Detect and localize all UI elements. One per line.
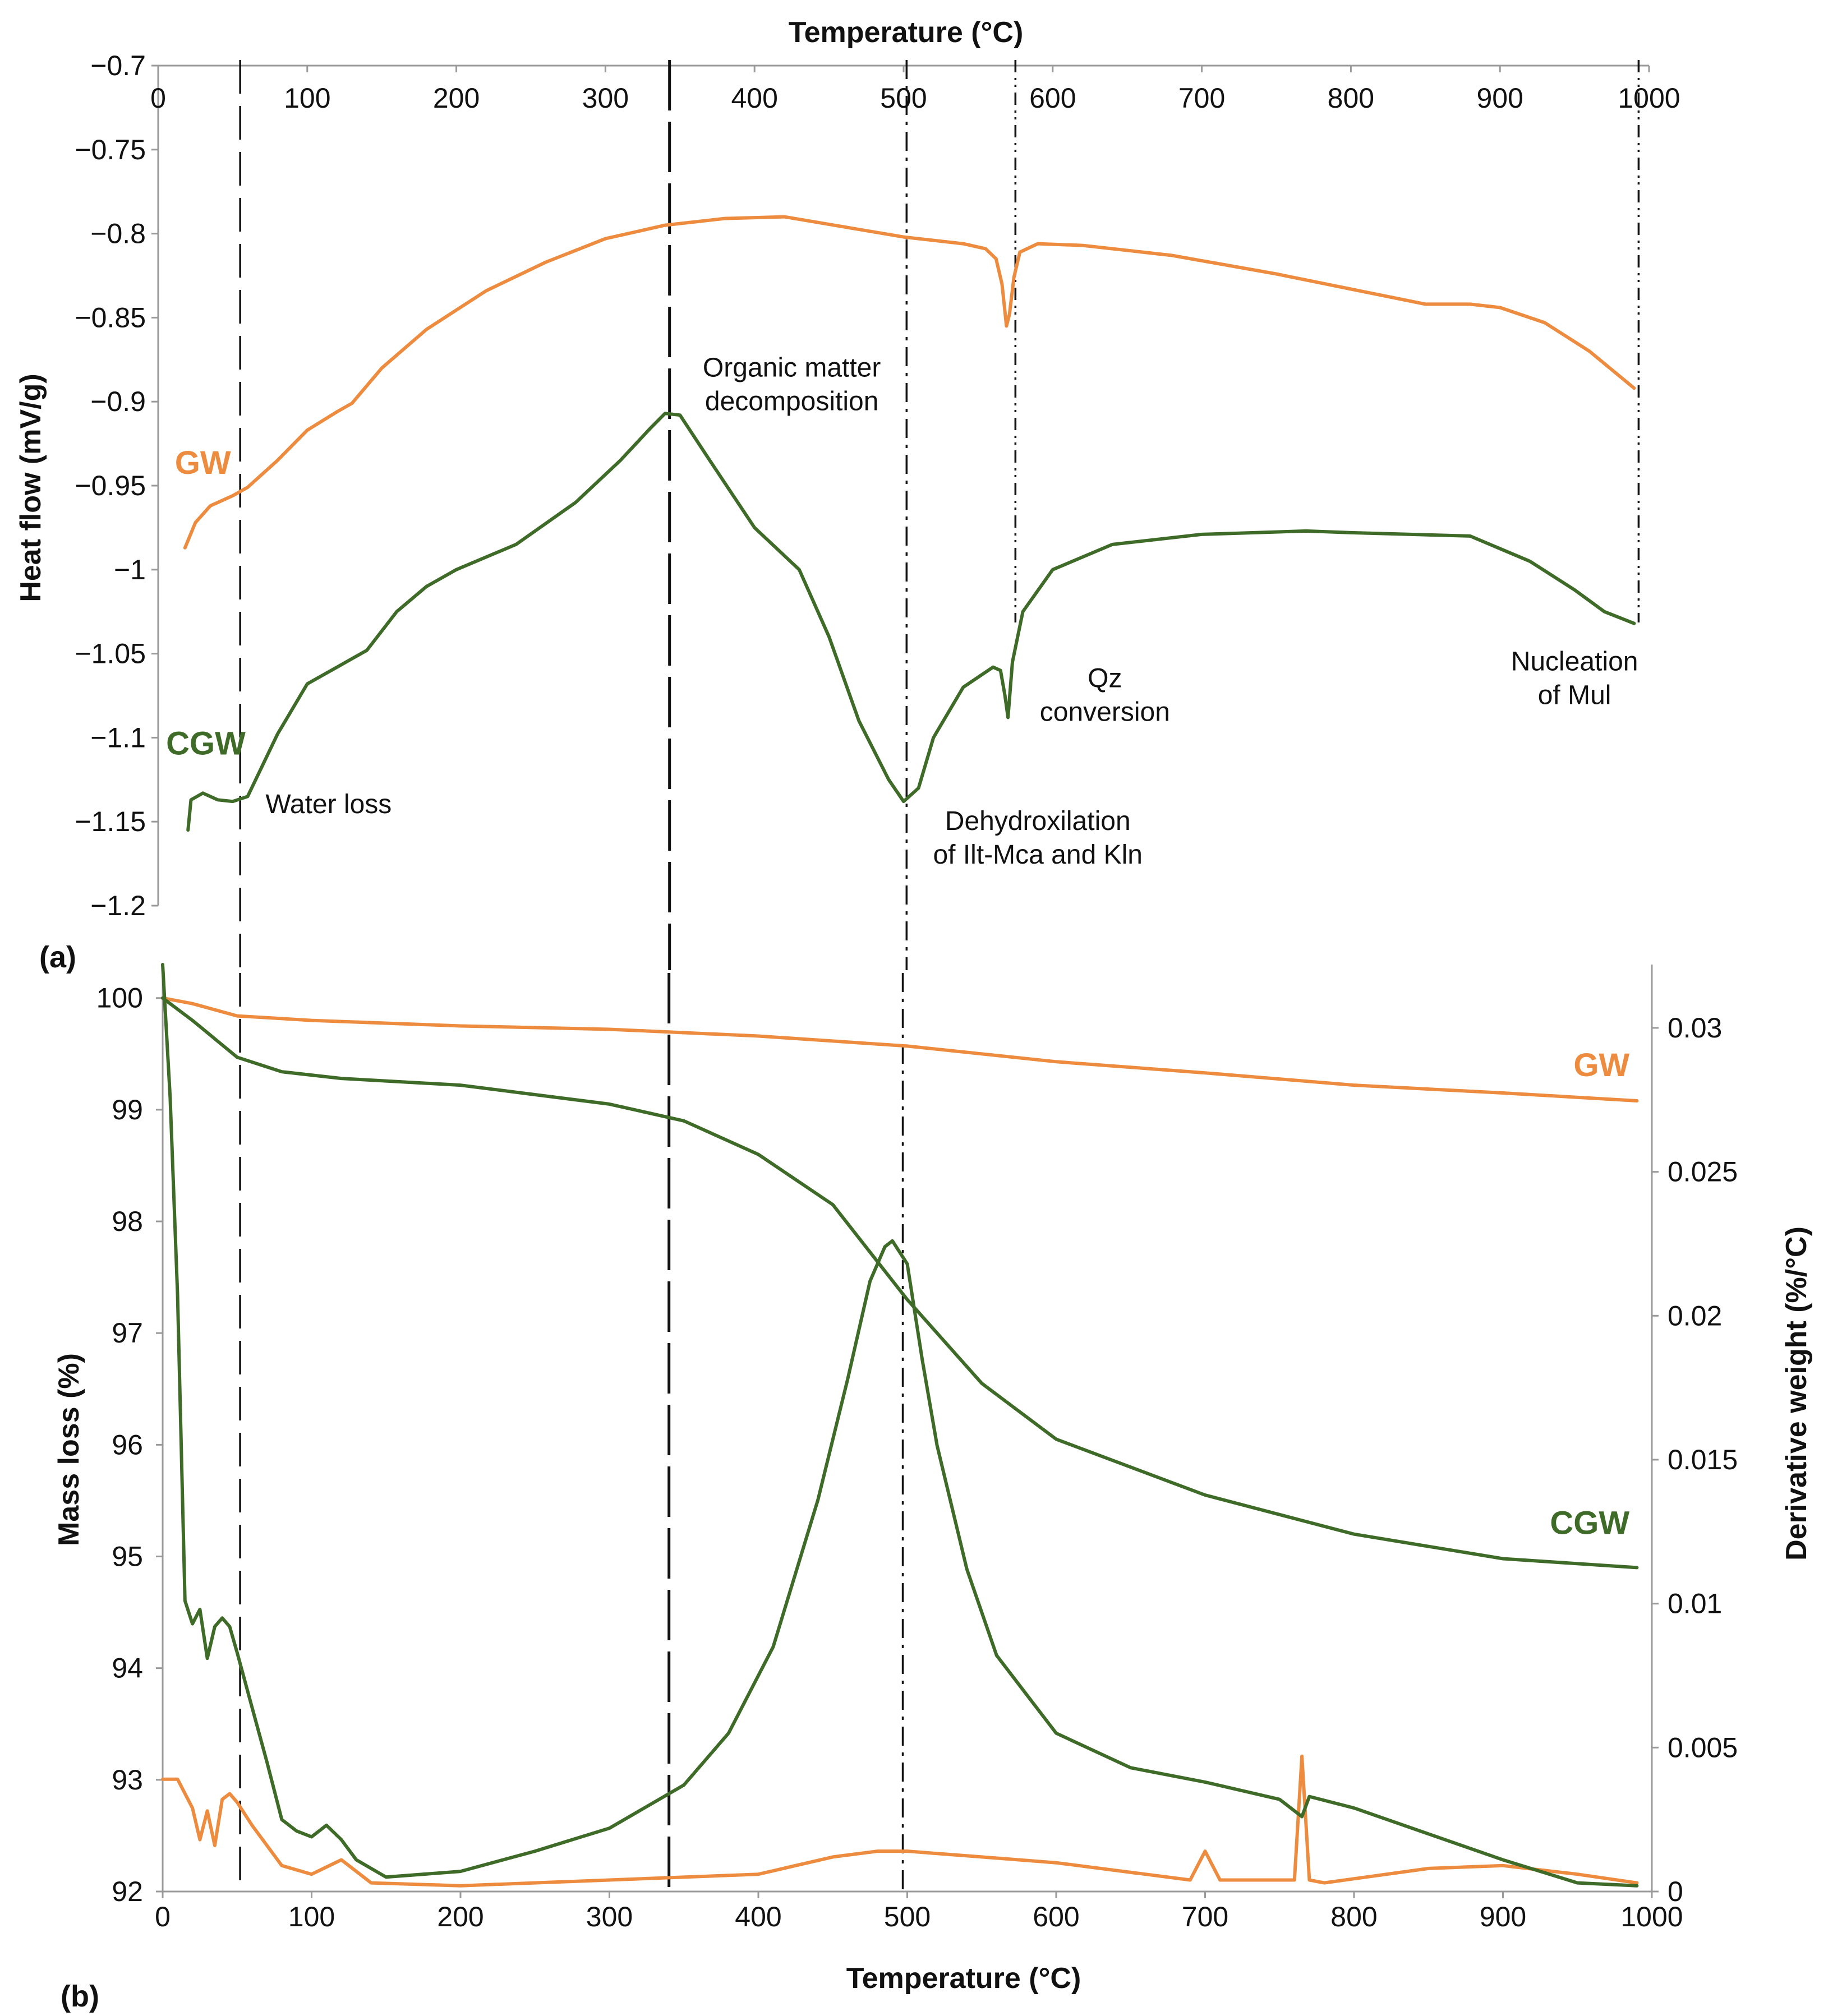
chart-a-y-tick-label: −1.05: [75, 638, 146, 670]
chart-a-y-tick-label: −1.1: [90, 722, 146, 753]
chart-b-y-tick-label: 98: [112, 1206, 143, 1237]
chart-b-x-tick-label: 0: [155, 1901, 171, 1932]
chart-b-series-cgw-derivative-line: [161, 963, 1639, 1888]
chart-a-y-axis-title: Heat flow (mV/g): [15, 373, 47, 602]
chart-a-annotation: Nucleation of Mul: [1511, 647, 1638, 711]
panel-label-a: (a): [39, 940, 76, 974]
chart-b-y-tick-label: 96: [112, 1429, 143, 1460]
chart-a-series-cgw-line: [186, 412, 1636, 832]
chart-b-y-axis-title: Mass loss (%): [53, 1353, 85, 1546]
chart-b-y-tick-label: 94: [112, 1653, 143, 1684]
chart-a-annotation-line: Dehydroxilation: [945, 806, 1131, 836]
chart-b-y2-tick-label: 0.01: [1668, 1588, 1722, 1620]
chart-a-annotation-line: Qz: [1088, 664, 1122, 694]
chart-a-y-tick-label: −1.2: [90, 890, 146, 921]
chart-a-x-tick-label: 900: [1476, 82, 1523, 114]
chart-a-plot: −0.7 −0.75 −0.8 −0.85 −0.9 −0.95 −1 −1.05 −1.1 −1…: [75, 50, 1680, 970]
chart-a-x-tick-label: 100: [284, 82, 330, 114]
chart-b-x-tick-label: 1000: [1620, 1901, 1683, 1932]
chart-a-y-tick-label: −1.15: [75, 806, 146, 837]
chart-b-y2-tick-label: 0.025: [1668, 1156, 1738, 1188]
chart-b-series-cgw-mass-loss-line: [161, 996, 1639, 1570]
chart-a-x-tick-label: 500: [880, 82, 927, 114]
chart-b-y-tick-label: 100: [96, 982, 143, 1014]
chart-b-series-gw-derivative-line: [161, 1754, 1639, 1888]
chart-b-x-tick-label: 700: [1182, 1901, 1228, 1932]
chart-b-y2-tick-label: 0.005: [1668, 1732, 1738, 1763]
chart-a-x-tick-label: 600: [1029, 82, 1076, 114]
chart-a-annotation: Organic matter decomposition: [703, 353, 881, 416]
chart-b-y2-tick-label: 0: [1668, 1876, 1683, 1907]
chart-b-x-tick-label: 800: [1330, 1901, 1377, 1932]
chart-a-y-tick-label: −0.75: [75, 134, 146, 165]
chart-b-series-gw-mass-loss-line: [161, 996, 1639, 1102]
chart-b-y-tick-label: 99: [112, 1094, 143, 1125]
chart-a-y-tick-label: −0.85: [75, 302, 146, 333]
chart-a-series-label-gw: GW: [175, 445, 231, 481]
chart-b-y2-axis-title: Derivative weight (%/°C): [1780, 1226, 1813, 1561]
chart-a-annotation-line: decomposition: [705, 386, 879, 416]
chart-a-annotation: Water loss: [265, 790, 392, 819]
chart-a-x-tick-label: 800: [1328, 82, 1374, 114]
chart-b-x-tick-label: 300: [586, 1901, 633, 1932]
chart-a-annotation-line: Water loss: [265, 790, 392, 819]
chart-a-annotation-line: conversion: [1040, 698, 1170, 727]
chart-b-x-axis-title: Temperature (°C): [846, 1962, 1081, 1995]
chart-a-series-label-cgw: CGW: [166, 725, 246, 762]
chart-b-series-label-gw: GW: [1573, 1047, 1629, 1083]
chart-a-y-tick-label: −0.95: [75, 470, 146, 501]
chart-a-x-tick-label: 0: [150, 82, 166, 114]
chart-a-x-tick-label: 300: [582, 82, 629, 114]
chart-a-x-tick-label: 1000: [1618, 82, 1680, 114]
chart-b-x-tick-label: 100: [288, 1901, 335, 1932]
chart-a-y-tick-label: −0.7: [90, 50, 146, 81]
chart-b-plot: 929394959697989910000.0050.010.0150.020.…: [96, 963, 1738, 1932]
chart-b-y-tick-label: 93: [112, 1764, 143, 1796]
chart-a-y-tick-label: −0.8: [90, 218, 146, 250]
chart-a-y-tick-label: −0.9: [90, 386, 146, 417]
chart-a-annotation: Qz conversion: [1040, 664, 1170, 727]
chart-b-y-tick-label: 97: [112, 1317, 143, 1349]
chart-b-series-label-cgw: CGW: [1550, 1505, 1629, 1542]
chart-a-y-tick-label: −1: [114, 554, 146, 585]
chart-b-x-tick-label: 400: [735, 1901, 781, 1932]
chart-a-annotation-line: of Ilt-Mca and Kln: [933, 840, 1143, 870]
chart-b-y-tick-label: 95: [112, 1541, 143, 1572]
panel-label-b: (b): [61, 1980, 99, 2013]
chart-a-annotation-line: Organic matter: [703, 353, 881, 382]
chart-b-y-tick-label: 92: [112, 1876, 143, 1907]
chart-b-x-tick-label: 900: [1480, 1901, 1526, 1932]
chart-a-x-tick-label: 400: [731, 82, 777, 114]
chart-a-annotation-line: of Mul: [1538, 681, 1611, 711]
chart-a-x-tick-label: 200: [433, 82, 480, 114]
chart-b-y2-tick-label: 0.02: [1668, 1300, 1722, 1331]
chart-a-annotation: Dehydroxilation of Ilt-Mca and Kln: [933, 806, 1143, 870]
chart-b-x-tick-label: 200: [437, 1901, 483, 1932]
chart-a-series-gw-line: [183, 215, 1636, 550]
chart-b-x-tick-label: 500: [884, 1901, 931, 1932]
chart-a-annotation-line: Nucleation: [1511, 647, 1638, 677]
chart-b-y2-tick-label: 0.015: [1668, 1444, 1738, 1475]
chart-a-x-tick-label: 700: [1178, 82, 1225, 114]
chart-b-y2-tick-label: 0.03: [1668, 1012, 1722, 1044]
chart-b-x-tick-label: 600: [1033, 1901, 1079, 1932]
chart-a-x-axis-title: Temperature (°C): [789, 16, 1024, 49]
